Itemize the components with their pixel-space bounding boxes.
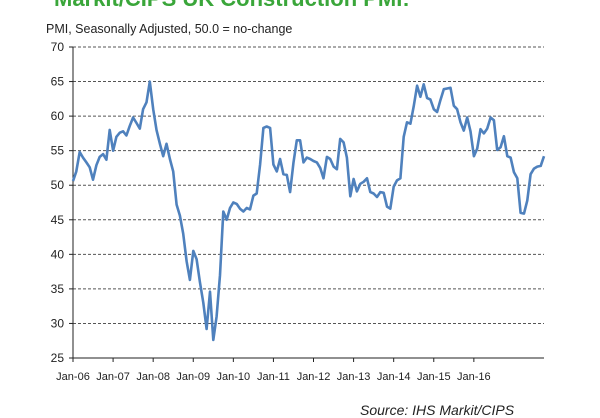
x-tick-label: Jan-09 — [176, 371, 210, 383]
x-axis-ticks: Jan-06 Jan-07 Jan-08 Jan-09 Jan-10 Jan-11 Jan-… — [56, 358, 491, 383]
x-tick-label: Jan-08 — [136, 371, 170, 383]
series-line — [71, 80, 546, 342]
y-tick-label: 60 — [51, 109, 65, 123]
y-tick-label: 55 — [51, 144, 65, 158]
y-tick-label: 40 — [51, 247, 65, 261]
x-tick-label: Jan-14 — [377, 371, 411, 383]
y-tick-label: 45 — [51, 213, 65, 227]
x-tick-label: Jan-07 — [96, 371, 130, 383]
x-tick-label: Jan-12 — [297, 371, 331, 383]
y-tick-label: 70 — [51, 40, 65, 54]
y-tick-label: 30 — [51, 316, 65, 330]
x-tick-label: Jan-16 — [457, 371, 491, 383]
chart-source: Source: IHS Markit/CIPS — [360, 402, 515, 418]
gridlines — [73, 46, 544, 324]
series-points — [72, 80, 545, 341]
chart-subtitle: PMI, Seasonally Adjusted, 50.0 = no-chan… — [46, 22, 293, 36]
x-tick-label: Jan-15 — [417, 371, 451, 383]
y-axis-ticks: 25 30 35 40 45 50 55 60 65 70 — [51, 40, 73, 365]
y-tick-label: 65 — [51, 75, 65, 89]
x-tick-label: Jan-06 — [56, 371, 90, 383]
x-tick-label: Jan-10 — [217, 371, 251, 383]
x-tick-label: Jan-11 — [257, 371, 290, 383]
x-tick-label: Jan-13 — [337, 371, 371, 383]
y-tick-label: 25 — [51, 351, 65, 365]
chart-title: Markit/CIPS UK Construction PMI: — [54, 0, 410, 12]
y-tick-label: 35 — [51, 282, 65, 296]
y-tick-label: 50 — [51, 178, 65, 192]
